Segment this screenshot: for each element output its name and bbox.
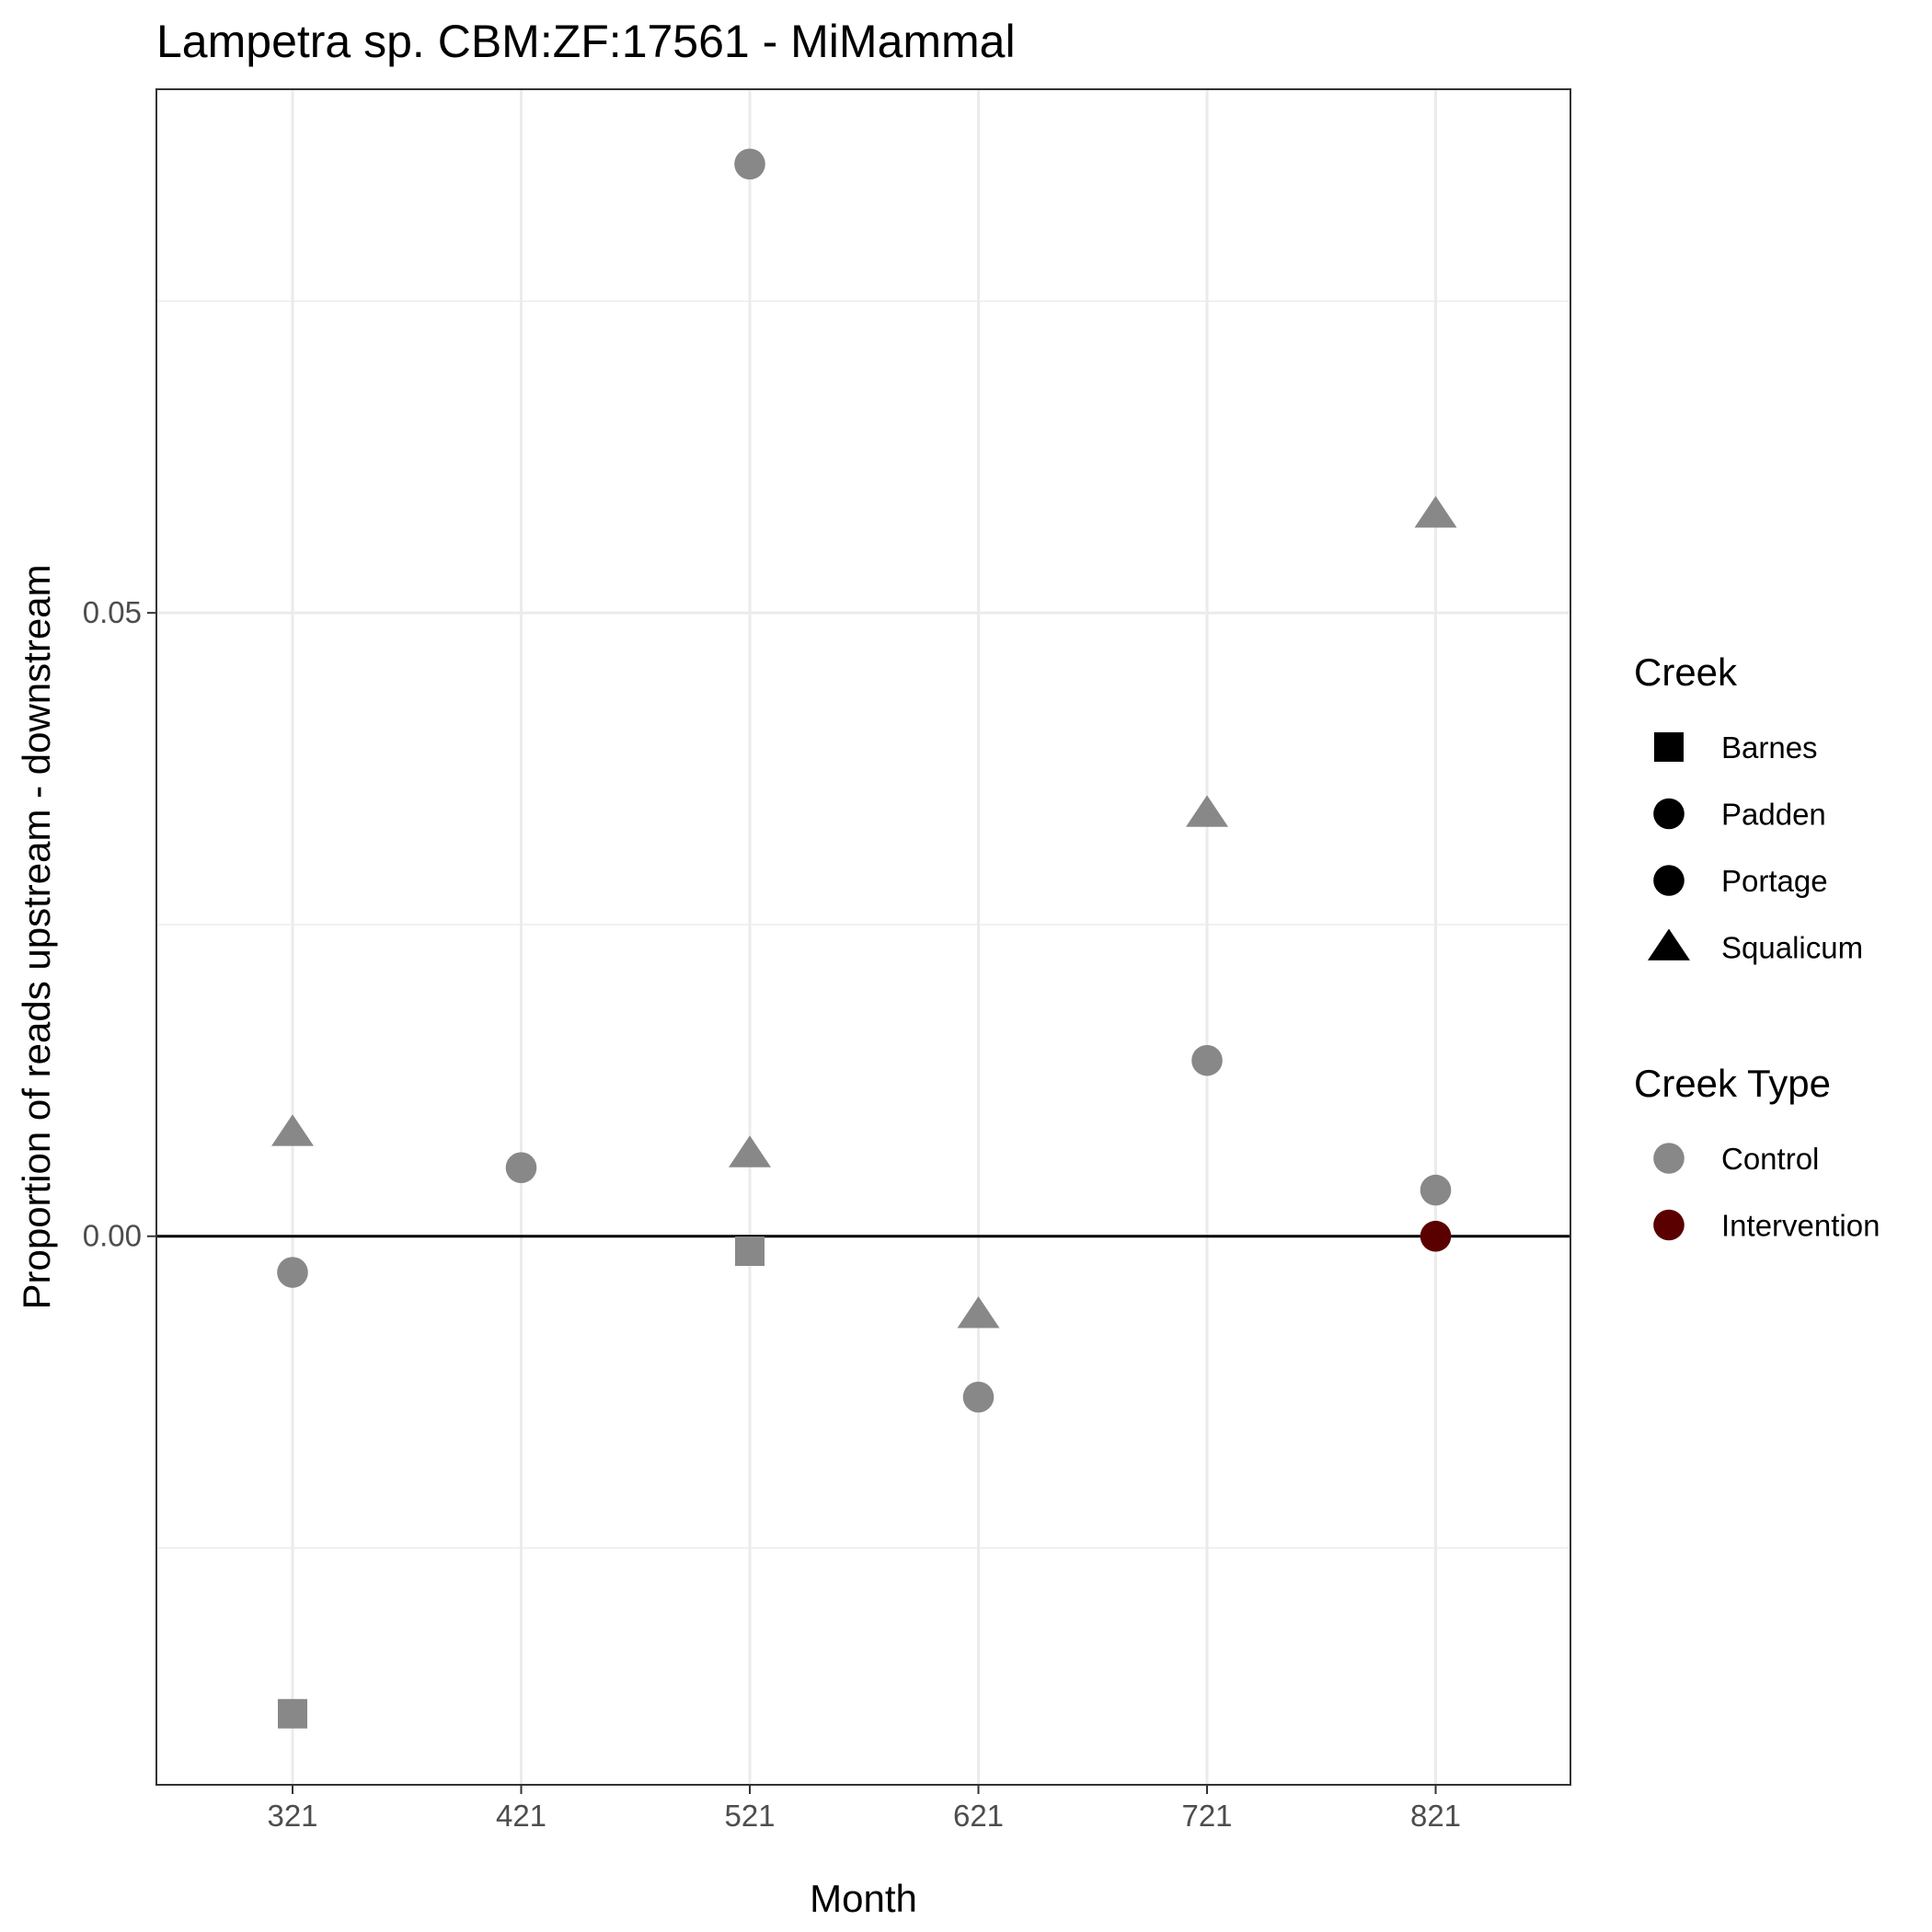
legend-label: Barnes <box>1721 730 1818 765</box>
y-tick-label: 0.00 <box>83 1219 142 1253</box>
legend-item: Padden <box>1653 798 1826 832</box>
x-tick-label: 321 <box>267 1799 317 1833</box>
legend-item: Squalicum <box>1648 928 1863 965</box>
x-tick-label: 621 <box>953 1799 1004 1833</box>
legend-title: Creek <box>1634 650 1738 694</box>
legend-item: Control <box>1653 1142 1819 1176</box>
data-point <box>957 1296 1000 1328</box>
data-point <box>1186 795 1228 827</box>
legend-key <box>1653 1209 1685 1241</box>
legend-creek-type: Creek Type Control Intervention <box>1634 1062 1880 1243</box>
legend-key <box>1654 732 1684 762</box>
data-point <box>505 1152 537 1184</box>
legend: Creek Barnes Padden Portage Squalicum Creek T… <box>1634 650 1880 1243</box>
data-point <box>735 1236 765 1266</box>
x-tick-label: 421 <box>496 1799 546 1833</box>
legend-key <box>1648 928 1690 960</box>
legend-label: Padden <box>1721 798 1826 832</box>
legend-label: Squalicum <box>1721 931 1863 965</box>
legend-item: Portage <box>1653 864 1828 898</box>
grid <box>156 89 1570 1785</box>
plot-panel-border <box>155 88 1571 1786</box>
data-point <box>277 1257 308 1288</box>
data-point <box>1191 1044 1223 1076</box>
legend-key <box>1653 1143 1685 1174</box>
legend-label: Portage <box>1721 864 1828 898</box>
x-tick-label: 821 <box>1410 1799 1461 1833</box>
legend-item: Barnes <box>1654 730 1818 765</box>
data-point <box>1420 1220 1452 1252</box>
y-tick-label: 0.05 <box>83 595 142 629</box>
x-tick-label: 521 <box>724 1799 775 1833</box>
x-axis-title: Month <box>810 1877 917 1920</box>
y-axis-title: Proportion of reads upstream - downstrea… <box>15 564 58 1309</box>
legend-key <box>1653 865 1685 896</box>
legend-creek: Creek Barnes Padden Portage Squalicum <box>1634 650 1863 965</box>
data-point <box>1420 1174 1452 1206</box>
legend-title: Creek Type <box>1634 1062 1831 1105</box>
legend-key <box>1653 798 1685 830</box>
legend-item: Intervention <box>1653 1209 1880 1243</box>
data-point <box>734 148 765 180</box>
chart-title: Lampetra sp. CBM:ZF:17561 - MiMammal <box>156 16 1016 67</box>
y-axis: 0.05 0.00 <box>83 595 156 1253</box>
data-point <box>278 1698 307 1729</box>
data-point <box>729 1135 771 1167</box>
data-points <box>271 148 1457 1729</box>
legend-label: Intervention <box>1721 1209 1880 1243</box>
x-tick-label: 721 <box>1181 1799 1232 1833</box>
data-point <box>962 1381 995 1413</box>
x-axis: 321 421 521 621 721 821 <box>267 1785 1461 1833</box>
legend-label: Control <box>1721 1142 1819 1176</box>
data-point <box>1414 496 1457 528</box>
data-point <box>271 1114 314 1146</box>
